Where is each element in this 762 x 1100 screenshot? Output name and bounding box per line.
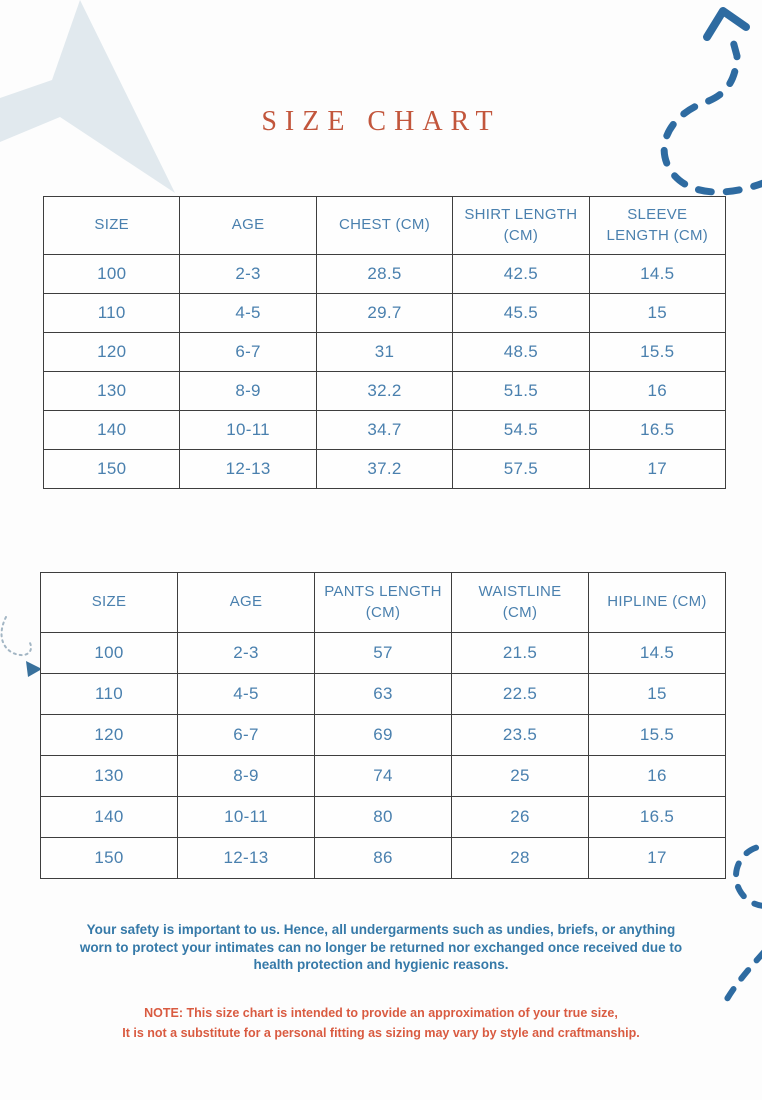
table-row: 140 10-11 80 26 16.5 xyxy=(40,796,726,838)
column-header: SIZE xyxy=(40,572,178,633)
table-cell: 15 xyxy=(588,293,727,333)
table-cell: 16 xyxy=(588,371,727,411)
table-cell: 110 xyxy=(40,673,178,715)
column-header: SLEEVE LENGTH (CM) xyxy=(588,196,727,255)
table-cell: 26 xyxy=(451,796,589,838)
table-cell: 150 xyxy=(42,449,181,489)
disclaimer-note: NOTE: This size chart is intended to pro… xyxy=(122,1006,640,1040)
table-cell: 31 xyxy=(315,332,454,372)
table-cell: 2-3 xyxy=(177,632,315,674)
table-cell: 37.2 xyxy=(315,449,454,489)
table-cell: 54.5 xyxy=(452,410,590,450)
table-row: 130 8-9 32.2 51.5 16 xyxy=(42,371,727,411)
table-cell: 8-9 xyxy=(177,755,315,797)
table-cell: 57 xyxy=(314,632,452,674)
table-cell: 42.5 xyxy=(452,254,590,294)
column-header: HIPLINE (CM) xyxy=(588,572,726,633)
table-cell: 34.7 xyxy=(315,410,454,450)
table-cell: 51.5 xyxy=(452,371,590,411)
table-cell: 21.5 xyxy=(451,632,589,674)
table-cell: 15.5 xyxy=(588,714,726,756)
table-cell: 100 xyxy=(40,632,178,674)
column-header: CHEST (CM) xyxy=(315,196,454,255)
header-row: SIZE AGE CHEST (CM) SHIRT LENGTH (CM) SLEEVE… xyxy=(42,196,727,255)
table-cell: 86 xyxy=(314,837,452,879)
table-cell: 150 xyxy=(40,837,178,879)
table-cell: 100 xyxy=(42,254,181,294)
table-cell: 16 xyxy=(588,755,726,797)
table-cell: 25 xyxy=(451,755,589,797)
table-cell: 29.7 xyxy=(315,293,454,333)
table-cell: 28.5 xyxy=(315,254,454,294)
table-cell: 48.5 xyxy=(452,332,590,372)
corner-triangle-shape xyxy=(0,0,175,193)
table-row: 120 6-7 31 48.5 15.5 xyxy=(42,332,727,372)
table-row: 150 12-13 86 28 17 xyxy=(40,837,726,879)
page-title: SIZE CHART xyxy=(261,106,501,137)
table-cell: 6-7 xyxy=(177,714,315,756)
table-cell: 32.2 xyxy=(315,371,454,411)
table-cell: 14.5 xyxy=(588,632,726,674)
column-header: WAISTLINE (CM) xyxy=(451,572,589,633)
column-header: AGE xyxy=(177,572,315,633)
table-cell: 130 xyxy=(42,371,181,411)
table-row: 100 2-3 28.5 42.5 14.5 xyxy=(42,254,727,294)
table-cell: 120 xyxy=(40,714,178,756)
table-cell: 140 xyxy=(40,796,178,838)
table-cell: 15 xyxy=(588,673,726,715)
column-header: SHIRT LENGTH (CM) xyxy=(452,196,590,255)
table-cell: 28 xyxy=(451,837,589,879)
column-header: AGE xyxy=(179,196,317,255)
table-cell: 10-11 xyxy=(177,796,315,838)
table-cell: 17 xyxy=(588,837,726,879)
table-cell: 6-7 xyxy=(179,332,317,372)
shirt-size-table: SIZE AGE CHEST (CM) SHIRT LENGTH (CM) SLEEVE… xyxy=(42,196,727,489)
table-cell: 4-5 xyxy=(179,293,317,333)
header-row: SIZE AGE PANTS LENGTH (CM) WAISTLINE (CM) HI… xyxy=(40,572,726,633)
table-cell: 12-13 xyxy=(177,837,315,879)
table-cell: 17 xyxy=(588,449,727,489)
table-cell: 45.5 xyxy=(452,293,590,333)
table-row: 110 4-5 63 22.5 15 xyxy=(40,673,726,715)
table-cell: 10-11 xyxy=(179,410,317,450)
column-header: PANTS LENGTH (CM) xyxy=(314,572,452,633)
table-row: 100 2-3 57 21.5 14.5 xyxy=(40,632,726,674)
table-cell: 69 xyxy=(314,714,452,756)
table-row: 120 6-7 69 23.5 15.5 xyxy=(40,714,726,756)
table-cell: 12-13 xyxy=(179,449,317,489)
table-cell: 14.5 xyxy=(588,254,727,294)
table-cell: 140 xyxy=(42,410,181,450)
table-row: 130 8-9 74 25 16 xyxy=(40,755,726,797)
table-cell: 15.5 xyxy=(588,332,727,372)
table-cell: 23.5 xyxy=(451,714,589,756)
safety-note: Your safety is important to us. Hence, a… xyxy=(79,922,683,972)
table-cell: 2-3 xyxy=(179,254,317,294)
table-cell: 22.5 xyxy=(451,673,589,715)
table-row: 150 12-13 37.2 57.5 17 xyxy=(42,449,727,489)
table-cell: 74 xyxy=(314,755,452,797)
table-row: 140 10-11 34.7 54.5 16.5 xyxy=(42,410,727,450)
table-cell: 110 xyxy=(42,293,181,333)
table-cell: 16.5 xyxy=(588,410,727,450)
table-cell: 4-5 xyxy=(177,673,315,715)
table-cell: 120 xyxy=(42,332,181,372)
column-header: SIZE xyxy=(42,196,181,255)
pants-size-table: SIZE AGE PANTS LENGTH (CM) WAISTLINE (CM) HI… xyxy=(40,572,726,879)
table-cell: 63 xyxy=(314,673,452,715)
table-cell: 16.5 xyxy=(588,796,726,838)
table-cell: 130 xyxy=(40,755,178,797)
dashed-arrow-up-icon xyxy=(660,7,762,196)
table-cell: 80 xyxy=(314,796,452,838)
table-cell: 57.5 xyxy=(452,449,590,489)
table-cell: 8-9 xyxy=(179,371,317,411)
table-row: 110 4-5 29.7 45.5 15 xyxy=(42,293,727,333)
